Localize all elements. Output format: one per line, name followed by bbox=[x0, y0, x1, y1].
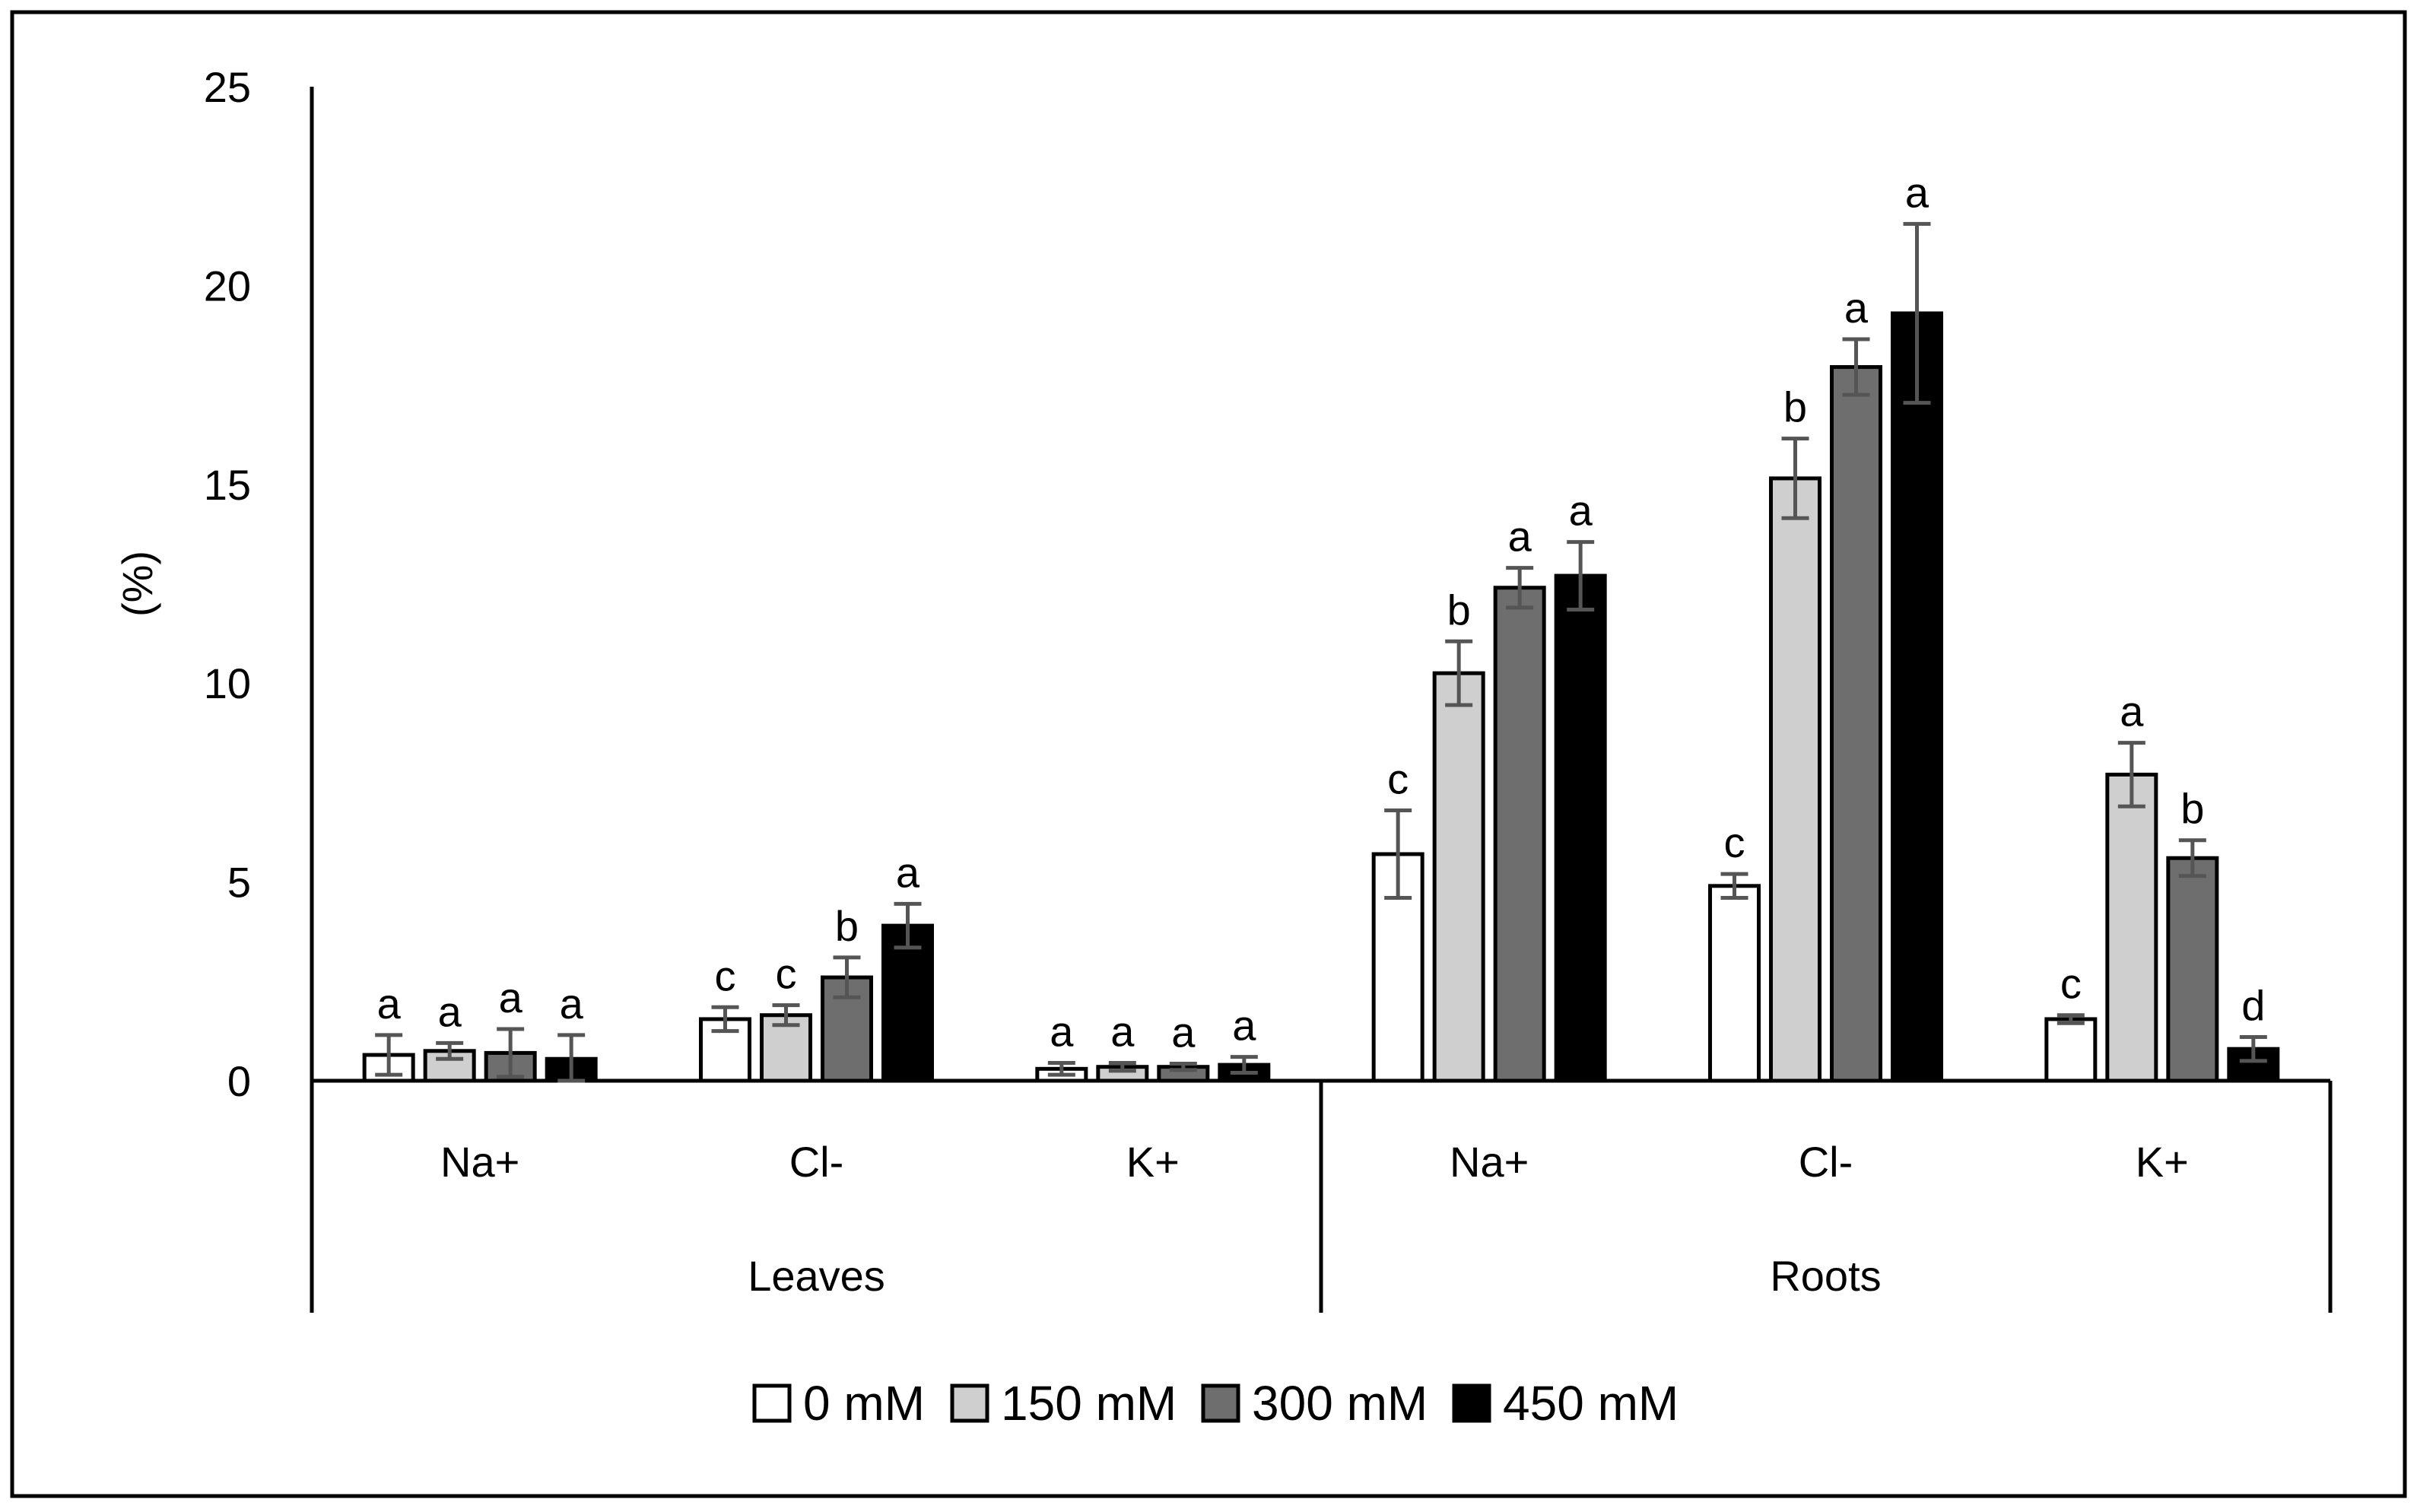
bar bbox=[1554, 573, 1607, 1083]
legend-swatch bbox=[1452, 1383, 1491, 1423]
significance-letter: b bbox=[1783, 383, 1807, 431]
chart-frame bbox=[10, 10, 2407, 1498]
axes-layer: 0 5 10 15 20 25 (%) bbox=[113, 63, 2333, 1313]
significance-letter: d bbox=[2241, 981, 2265, 1029]
bar bbox=[2166, 856, 2219, 1083]
bar bbox=[1769, 476, 1821, 1083]
bar bbox=[1708, 884, 1761, 1083]
y-tick-label: 0 bbox=[227, 1057, 251, 1105]
significance-letter: a bbox=[499, 974, 523, 1021]
y-axis-title: (%) bbox=[113, 551, 161, 617]
significance-letter: b bbox=[2180, 785, 2204, 833]
significance-letter: a bbox=[1905, 168, 1929, 216]
bar bbox=[2044, 1017, 2098, 1083]
y-tick-label: 10 bbox=[204, 659, 251, 707]
legend-swatch bbox=[1201, 1383, 1240, 1423]
group-label: Roots bbox=[1770, 1252, 1881, 1300]
bar bbox=[1830, 365, 1882, 1083]
significance-letter: a bbox=[377, 980, 402, 1028]
significance-letter: a bbox=[1171, 1009, 1196, 1056]
significance-letter: c bbox=[715, 951, 736, 999]
significance-letter: a bbox=[2120, 688, 2144, 735]
significance-letter: a bbox=[1232, 1002, 1256, 1050]
category-label: Cl- bbox=[1799, 1138, 1853, 1186]
category-label: Na+ bbox=[1450, 1138, 1529, 1186]
significance-letter: c bbox=[1724, 818, 1745, 866]
error-bars-layer bbox=[375, 221, 2267, 1083]
y-tick-label: 25 bbox=[204, 63, 251, 111]
bar bbox=[1891, 311, 1943, 1083]
legend-label: 300 mM bbox=[1252, 1376, 1428, 1431]
significance-letter: b bbox=[835, 902, 859, 950]
category-label: K+ bbox=[1126, 1138, 1180, 1186]
legend: 0 mM 150 mM 300 mM 450 mM bbox=[752, 1376, 1679, 1431]
significance-letter: a bbox=[1569, 487, 1593, 535]
bar bbox=[1493, 586, 1546, 1083]
category-label: K+ bbox=[2136, 1138, 2189, 1186]
group-label: Leaves bbox=[748, 1252, 885, 1300]
significance-letter: a bbox=[438, 987, 462, 1035]
significance-letter: c bbox=[1387, 754, 1409, 802]
significance-letter: a bbox=[560, 980, 584, 1028]
legend-swatch bbox=[950, 1383, 989, 1423]
x-labels-layer: Leaves Roots Na+ Cl- K+ Na+ Cl- K+ bbox=[440, 1138, 2189, 1300]
y-tick-label: 15 bbox=[204, 461, 251, 509]
significance-letter: c bbox=[2060, 960, 2082, 1008]
significance-letter: b bbox=[1447, 586, 1471, 634]
legend-label: 150 mM bbox=[1001, 1376, 1177, 1431]
y-tick-label: 5 bbox=[227, 859, 251, 907]
significance-letter: c bbox=[776, 950, 797, 998]
bar bbox=[1432, 671, 1485, 1083]
significance-letter: a bbox=[1844, 284, 1869, 332]
legend-label: 0 mM bbox=[803, 1376, 925, 1431]
significance-letter: a bbox=[1050, 1007, 1074, 1055]
significance-letter: a bbox=[1508, 513, 1532, 561]
bar bbox=[760, 1013, 812, 1083]
bar bbox=[2105, 772, 2158, 1083]
category-label: Na+ bbox=[440, 1138, 519, 1186]
bar bbox=[881, 923, 934, 1083]
y-tick-label: 20 bbox=[204, 262, 251, 310]
significance-letter: a bbox=[896, 848, 920, 896]
significance-letter: a bbox=[1110, 1007, 1135, 1055]
legend-swatch bbox=[752, 1383, 792, 1423]
legend-label: 450 mM bbox=[1503, 1376, 1679, 1431]
category-label: Cl- bbox=[789, 1138, 844, 1186]
